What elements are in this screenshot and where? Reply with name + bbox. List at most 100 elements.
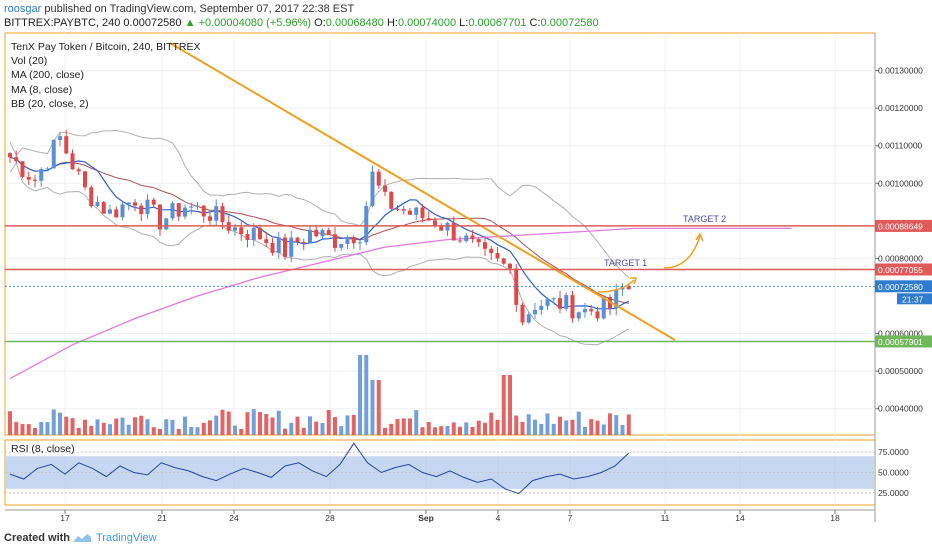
candle-body (26, 176, 31, 180)
volume-bar (314, 421, 319, 435)
volume-bar (283, 428, 287, 435)
volume-bar (539, 423, 544, 435)
volume-bar (58, 412, 62, 435)
candle-body (208, 216, 212, 221)
time-tick-label: 7 (568, 513, 573, 523)
volume-bar (501, 375, 506, 435)
countdown-label: 21:37 (902, 294, 924, 304)
price-change: +0.00004080 (+5.96%) (198, 17, 312, 29)
candle-body (151, 199, 156, 205)
volume-bar (233, 425, 237, 435)
volume-bar (458, 426, 462, 435)
volume-bar (83, 419, 87, 435)
created-with-label: Created with (4, 532, 71, 544)
volume-bar (220, 409, 225, 435)
candle-body (595, 311, 600, 319)
candle-body (64, 136, 69, 154)
rsi-tick-label: 75.0000 (878, 447, 909, 457)
ohlc-h-label: H: (386, 17, 398, 29)
candle-body (289, 237, 294, 257)
target-2-label: TARGET 2 (683, 214, 726, 224)
legend-item-ma8[interactable]: MA (8, close) (11, 83, 73, 96)
volume-bar (33, 427, 37, 435)
volume-bar (470, 426, 475, 435)
volume-bar (126, 424, 131, 435)
downtrend-line (169, 42, 676, 341)
volume-bar (608, 413, 612, 435)
candle-body (158, 204, 162, 230)
candle-body (420, 207, 425, 219)
candle-body (126, 202, 131, 205)
candle-body (370, 171, 375, 206)
legend-item-ma200[interactable]: MA (200, close) (11, 69, 84, 82)
candle-body (39, 169, 44, 181)
volume-bar (264, 413, 269, 435)
volume-bar (164, 419, 169, 435)
candle-body (376, 171, 381, 186)
candle-body (564, 295, 569, 309)
volume-bar (589, 419, 594, 435)
candle-body (320, 230, 325, 237)
volume-bar (433, 427, 437, 435)
volume-bar (133, 417, 137, 435)
candle-body (383, 185, 387, 192)
volume-bar (151, 427, 156, 435)
volume-bar (201, 422, 206, 435)
rsi-legend[interactable]: RSI (8, close) (11, 443, 75, 455)
time-tick-label: 24 (229, 513, 239, 523)
volume-bar (601, 424, 606, 435)
ohlc-o-label: O: (314, 17, 326, 29)
tradingview-link[interactable]: TradingView (96, 532, 157, 544)
volume-bar (208, 420, 212, 435)
candle-body (533, 309, 537, 315)
price-tick-label: 0.00060000 (878, 329, 923, 339)
volume-bar (114, 418, 119, 435)
candle-body (20, 161, 25, 177)
time-tick-label: 11 (661, 513, 670, 523)
time-tick-label: 14 (735, 513, 745, 523)
candle-body (183, 207, 187, 217)
ma8-line (9, 156, 630, 310)
candle-body (514, 268, 519, 305)
volume-bar (495, 419, 500, 435)
legend-item-bb[interactable]: BB (20, close, 2) (11, 97, 89, 110)
target-1-label: TARGET 1 (604, 258, 647, 268)
volume-bar (370, 380, 375, 435)
volume-bar (545, 413, 550, 435)
volume-bar (464, 422, 469, 435)
legend-item-vol[interactable]: Vol (20) (11, 55, 48, 68)
volume-bar (570, 419, 575, 435)
volume-bar (476, 420, 481, 435)
volume-bar (301, 427, 306, 435)
target-2-arrow (663, 235, 701, 269)
candle-body (464, 235, 469, 242)
candle-body (489, 248, 494, 254)
candle-body (170, 203, 175, 219)
volume-bar (483, 422, 487, 435)
level-price-tag (875, 335, 932, 348)
candle-body (551, 298, 556, 300)
candle-body (14, 157, 19, 162)
volume-bar (526, 414, 531, 435)
candle-body (76, 169, 81, 172)
candle-body (214, 206, 219, 221)
published-text: published on TradingView.com, September … (44, 3, 355, 15)
volume-bar (383, 427, 387, 435)
candle-body (333, 234, 337, 248)
candle-body (476, 239, 481, 243)
candle-body (351, 236, 356, 244)
candle-body (145, 199, 150, 215)
candle-body (401, 209, 406, 211)
volume-bar (308, 416, 312, 435)
author-link[interactable]: roosgar (4, 3, 42, 15)
candle-body (539, 305, 544, 310)
volume-bar (89, 425, 94, 435)
candle-body (45, 168, 50, 170)
volume-bar (351, 414, 356, 435)
candle-body (589, 309, 594, 312)
price-chart[interactable]: 0.00130000 0.00120000 0.00110000 0.00100000… (0, 0, 932, 523)
chart-legend: TenX Pay Token / Bitcoin, 240, BITTREX V… (11, 40, 200, 111)
volume-bar (520, 421, 525, 435)
volume-bar (139, 415, 144, 435)
volume-bar (145, 419, 150, 435)
